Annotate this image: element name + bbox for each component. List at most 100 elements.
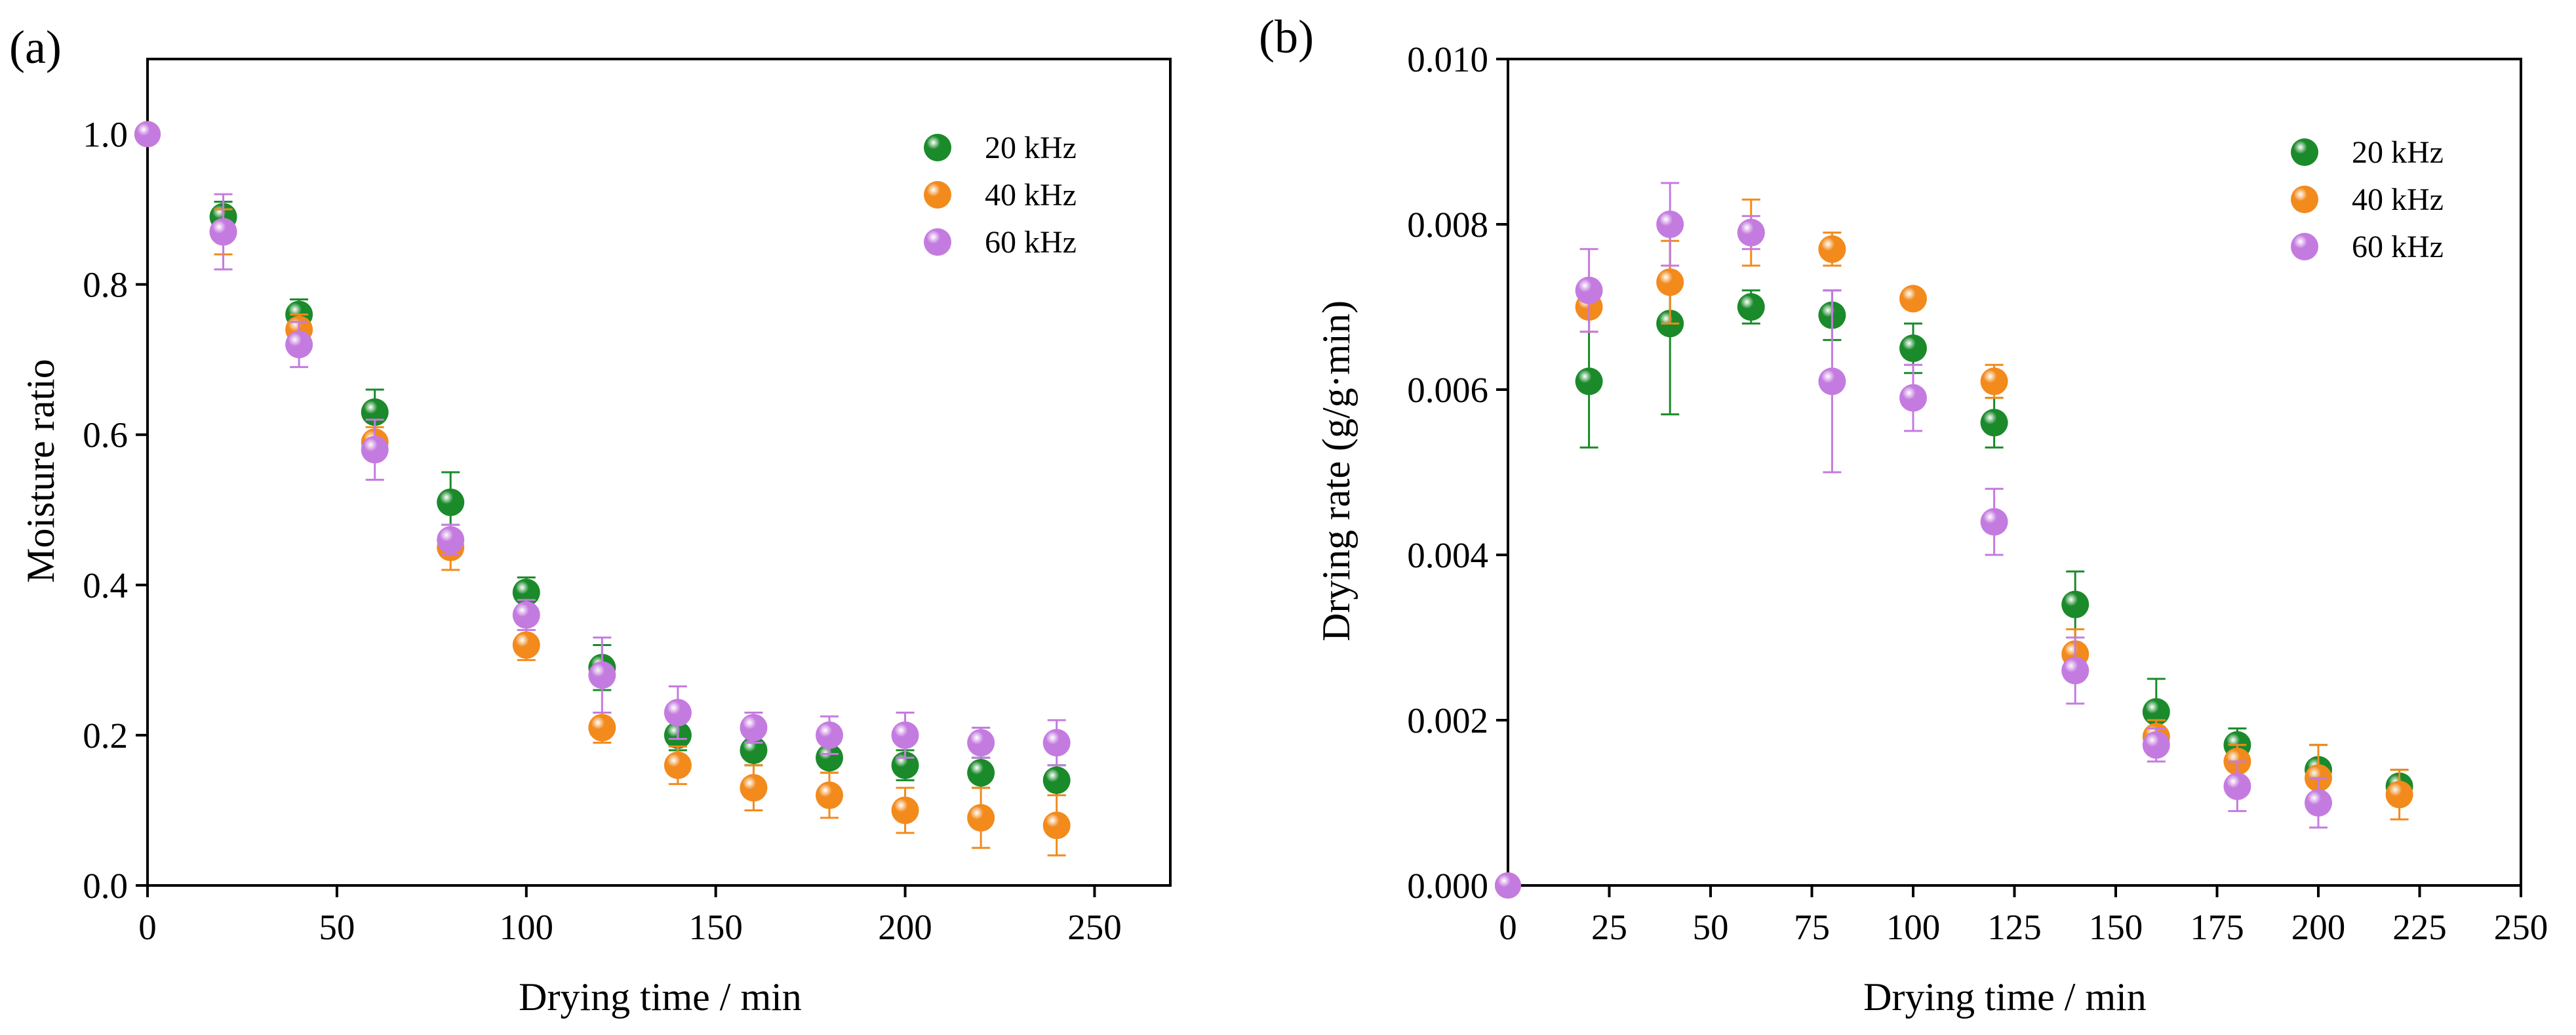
x-tick-label-b: 125 xyxy=(1987,907,2042,947)
data-point xyxy=(1495,872,1521,899)
data-point xyxy=(437,526,465,554)
data-point xyxy=(209,218,237,246)
data-point xyxy=(2223,772,2251,800)
x-tick-label-a: 0 xyxy=(138,907,157,947)
legend-label: 60 kHz xyxy=(985,225,1077,260)
legend-marker xyxy=(924,134,951,161)
data-point xyxy=(2305,789,2332,817)
y-tick-label-b: 0.010 xyxy=(1407,39,1488,79)
y-tick-label-b: 0.006 xyxy=(1407,370,1488,410)
legend-label: 20 kHz xyxy=(985,131,1077,165)
x-tick-label-b: 225 xyxy=(2392,907,2447,947)
x-tick-label-a: 100 xyxy=(500,907,554,947)
data-point xyxy=(1575,276,1603,304)
data-point xyxy=(967,759,995,787)
x-tick-label-a: 150 xyxy=(688,907,743,947)
y-tick-label-a: 1.0 xyxy=(83,115,128,155)
data-point xyxy=(816,744,843,772)
series-60-khz-b xyxy=(1495,182,2332,899)
x-tick-label-b: 75 xyxy=(1794,907,1830,947)
x-tick-label-b: 150 xyxy=(2089,907,2143,947)
data-point xyxy=(588,714,616,742)
legend-marker xyxy=(924,228,951,256)
series-60-khz-a xyxy=(134,121,1071,767)
x-axis-title-a: Drying time / min xyxy=(519,975,802,1019)
x-tick-label-b: 250 xyxy=(2494,907,2548,947)
x-axis-title-b: Drying time / min xyxy=(1863,975,2147,1019)
y-tick-label-a: 0.4 xyxy=(83,565,128,605)
legend-marker xyxy=(924,181,951,209)
legend-label: 20 kHz xyxy=(2352,135,2444,170)
data-point xyxy=(2385,781,2413,809)
y-tick-label-b: 0.000 xyxy=(1407,866,1488,906)
data-point xyxy=(1899,335,1927,362)
legend-label: 40 kHz xyxy=(985,178,1077,213)
data-point xyxy=(664,699,692,727)
data-point xyxy=(891,796,919,824)
chart-panel-a: (a) Drying time / min Moisture ratio 0 50… xyxy=(9,21,1172,1019)
chart-panel-b: (b) Drying time / min Drying rate (g/g·m… xyxy=(1259,10,2548,1019)
y-tick-label-b: 0.004 xyxy=(1407,535,1488,575)
data-point xyxy=(816,781,843,809)
legend-marker xyxy=(2291,138,2318,166)
data-point xyxy=(437,488,465,516)
data-point xyxy=(740,714,768,742)
data-point xyxy=(588,661,616,689)
x-tick-label-a: 200 xyxy=(878,907,932,947)
legend-marker xyxy=(2291,186,2318,213)
data-point xyxy=(1656,268,1684,296)
data-point xyxy=(1980,508,2008,536)
x-tick-label-a: 250 xyxy=(1067,907,1122,947)
y-tick-label-a: 0.2 xyxy=(83,716,128,756)
legend-a: 20 kHz 40 kHz 60 kHz xyxy=(924,131,1077,260)
data-point xyxy=(967,729,995,757)
data-point xyxy=(1899,285,1927,313)
y-tick-label-a: 0.8 xyxy=(83,265,128,305)
panel-label-b: (b) xyxy=(1259,10,1314,63)
y-tick-label-a: 0.0 xyxy=(83,866,128,906)
data-point xyxy=(512,631,540,659)
plot-frame-a xyxy=(146,58,1172,887)
data-point xyxy=(967,803,995,832)
data-point xyxy=(1899,384,1927,412)
data-point xyxy=(2142,731,2170,759)
data-point xyxy=(1042,811,1071,840)
data-point xyxy=(1737,293,1765,321)
y-axis-title-a: Moisture ratio xyxy=(19,359,62,583)
data-point xyxy=(891,721,919,749)
legend-b: 20 kHz 40 kHz 60 kHz xyxy=(2291,135,2444,264)
legend-marker xyxy=(2291,233,2318,260)
y-tick-label-b: 0.008 xyxy=(1407,205,1488,245)
y-tick-label-b: 0.002 xyxy=(1407,700,1488,741)
x-tick-label-b: 200 xyxy=(2291,907,2346,947)
x-tick-label-b: 100 xyxy=(1886,907,1941,947)
data-point xyxy=(1818,235,1846,263)
x-tick-label-b: 175 xyxy=(2190,907,2244,947)
data-point xyxy=(1575,367,1603,396)
data-point xyxy=(1042,729,1071,757)
y-axis-title-b: Drying rate (g/g·min) xyxy=(1315,300,1358,641)
series-40-khz-b xyxy=(1495,198,2413,899)
data-point xyxy=(1737,218,1765,247)
x-tick-label-b: 0 xyxy=(1499,907,1517,947)
data-point xyxy=(1818,367,1846,396)
legend-label: 40 kHz xyxy=(2352,182,2444,217)
data-point xyxy=(1656,211,1684,238)
data-point xyxy=(740,774,768,802)
y-tick-label-a: 0.6 xyxy=(83,415,128,455)
data-point xyxy=(512,601,540,629)
x-tick-label-b: 50 xyxy=(1693,907,1729,947)
data-point xyxy=(2061,657,2090,685)
panel-label-a: (a) xyxy=(9,21,62,73)
data-point xyxy=(664,751,692,779)
series-20-khz-b xyxy=(1495,232,2413,899)
data-point xyxy=(1042,766,1071,794)
x-tick-label-a: 50 xyxy=(319,907,355,947)
x-tick-label-b: 25 xyxy=(1591,907,1627,947)
data-point xyxy=(285,331,313,359)
data-point xyxy=(361,436,389,464)
data-point xyxy=(1980,367,2008,396)
data-point xyxy=(816,721,843,749)
data-point xyxy=(1980,409,2008,437)
